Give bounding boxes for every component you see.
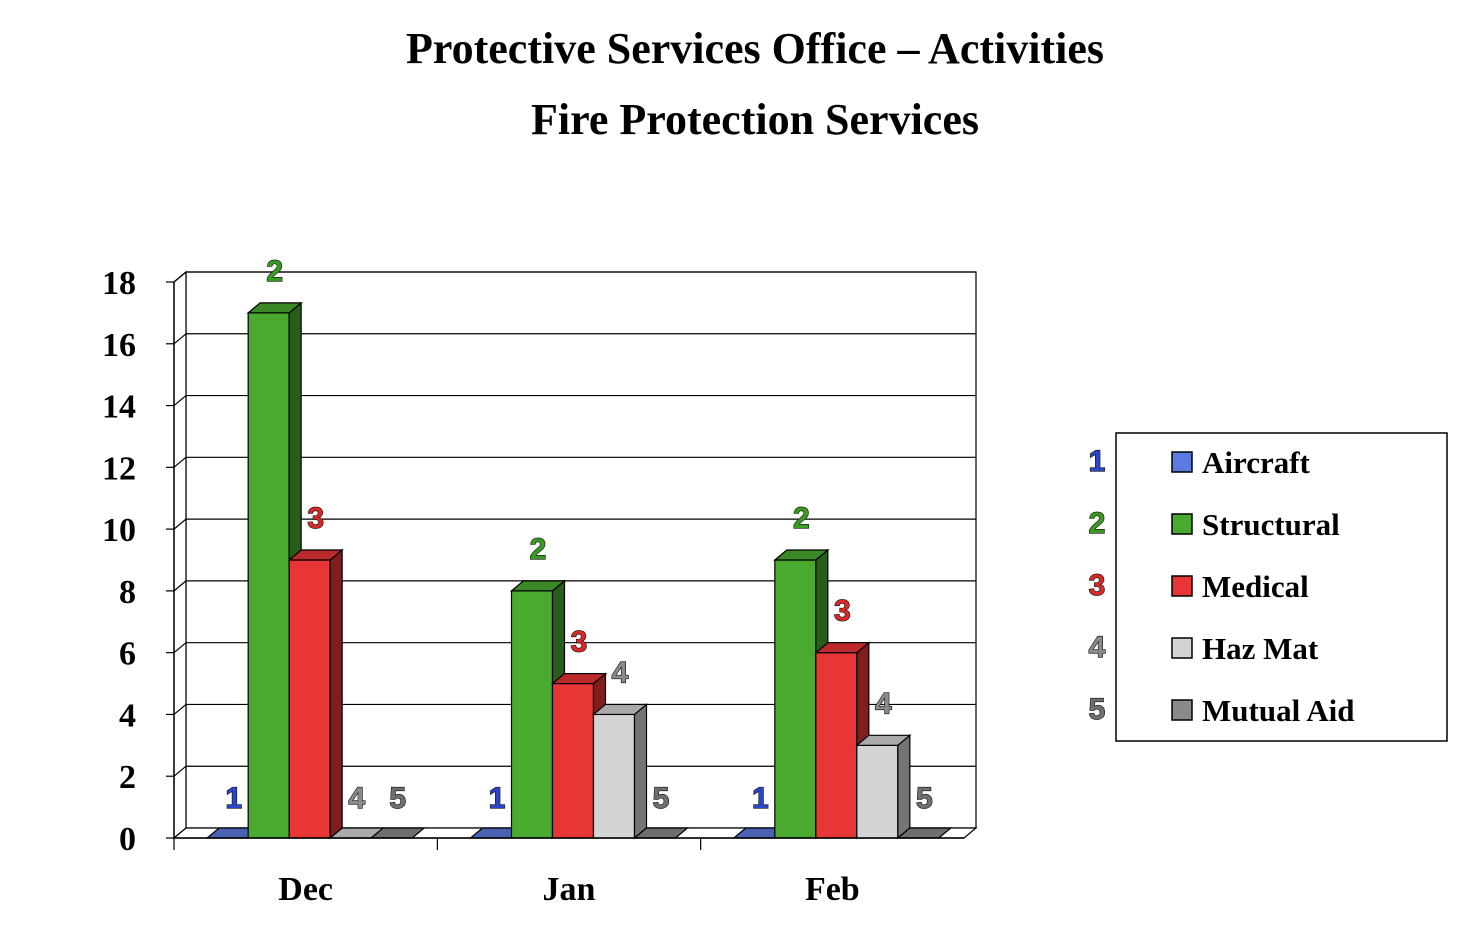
y-tick-label: 4: [119, 697, 136, 734]
bar-front: [510, 590, 554, 839]
bar-front: [815, 652, 858, 839]
legend-number: 5: [1089, 693, 1106, 726]
legend-label: Mutual Aid: [1202, 693, 1354, 728]
bar-top: [509, 580, 567, 592]
bar-data-label: 3: [571, 626, 588, 659]
category-label: Dec: [278, 871, 333, 908]
bar-top: [591, 703, 649, 716]
gridline-side: [173, 395, 187, 407]
gridline-side: [173, 765, 187, 777]
legend-swatch: [1171, 699, 1193, 721]
y-tick-label: 12: [102, 450, 136, 487]
legend-swatch: [1171, 513, 1193, 535]
bar-data-label: 3: [307, 502, 324, 535]
bar-data-label: 1: [225, 782, 242, 815]
legend-number: 2: [1089, 507, 1106, 540]
gridline-side: [173, 580, 187, 592]
legend-number: 4: [1089, 631, 1106, 664]
legend-swatch: [1171, 637, 1193, 659]
bar-top: [550, 672, 608, 685]
bars: [205, 301, 953, 840]
bar-data-label: 4: [348, 782, 365, 815]
bar-front: [856, 744, 899, 839]
y-tick-label: 0: [119, 821, 136, 858]
legend-label: Medical: [1202, 569, 1309, 604]
bar-top: [773, 549, 830, 561]
category-label: Feb: [805, 871, 860, 908]
gridline-side: [173, 642, 187, 654]
legend-swatch: [1171, 451, 1193, 473]
bar-data-label: 5: [916, 782, 933, 815]
bar-data-label: 2: [266, 255, 283, 288]
bar-data-label: 5: [653, 782, 670, 815]
side-wall: [173, 270, 187, 840]
legend-swatch: [1171, 575, 1193, 597]
y-tick-label: 14: [102, 389, 136, 426]
legend-label: Structural: [1202, 507, 1340, 542]
y-tick-label: 16: [102, 327, 136, 364]
y-tick-label: 10: [102, 512, 136, 549]
bar-data-label: 1: [752, 782, 769, 815]
category-label: Jan: [543, 871, 596, 908]
y-tick-label: 18: [102, 265, 136, 302]
y-tick-label: 6: [119, 636, 136, 673]
bar-top: [287, 549, 344, 561]
bar: [855, 734, 912, 840]
legend-box: [1115, 432, 1448, 742]
bar-side: [329, 548, 343, 840]
bar-front: [592, 713, 636, 839]
gridline-side: [173, 271, 187, 283]
bar-data-label: 2: [530, 533, 547, 566]
legend-number: 3: [1089, 569, 1106, 602]
legend: Aircraft Structural Medical Haz Mat Mutual A…: [1115, 432, 1448, 742]
bar-data-label: 2: [793, 502, 810, 535]
bar: [591, 703, 649, 840]
bar-top: [855, 734, 912, 746]
legend-number-labels: 1 2 3 4 5: [1088, 444, 1106, 726]
bar-data-label: 1: [489, 782, 506, 815]
y-tick-label: 8: [119, 574, 136, 611]
bar-side: [897, 734, 911, 840]
gridline-side: [173, 333, 187, 345]
bar-front: [551, 682, 595, 839]
bar-data-label: 3: [834, 595, 851, 628]
gridline-side: [173, 456, 187, 468]
y-tick-label: 2: [119, 759, 136, 796]
bar: [287, 548, 344, 840]
bar-side: [633, 703, 648, 840]
bar-front: [288, 559, 331, 839]
bar-front: [774, 559, 817, 839]
bar-top: [246, 302, 303, 314]
bar-data-label: 5: [389, 782, 406, 815]
legend-label: Aircraft: [1202, 445, 1311, 480]
bar-front: [247, 312, 290, 839]
legend-label: Haz Mat: [1202, 631, 1319, 666]
gridline-side: [173, 518, 187, 530]
bar-data-label: 4: [875, 687, 892, 720]
gridline-side: [173, 703, 187, 715]
bar-top: [814, 642, 871, 654]
chart-subtitle: Fire Protection Services: [531, 95, 979, 144]
legend-number: 1: [1089, 445, 1106, 478]
chart-title: Protective Services Office – Activities: [406, 24, 1104, 73]
bar-data-label: 4: [612, 656, 629, 689]
